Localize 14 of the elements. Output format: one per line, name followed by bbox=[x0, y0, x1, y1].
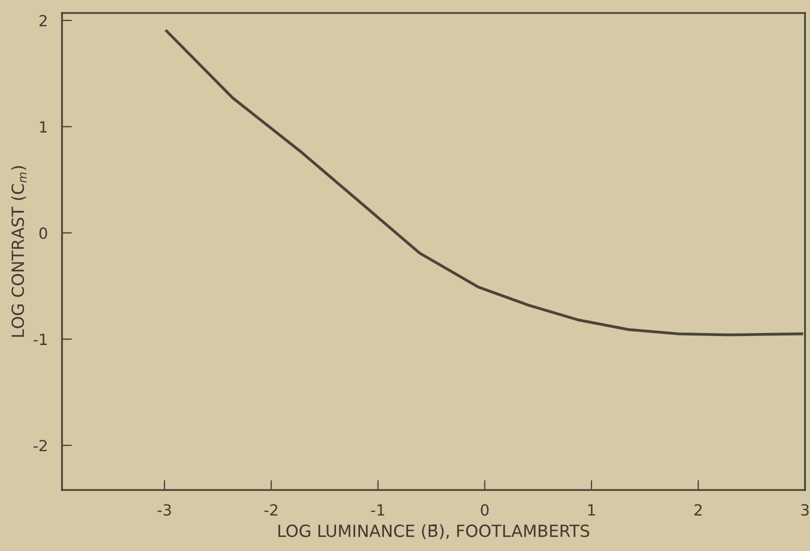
x-tick-label: -2 bbox=[264, 504, 278, 516]
y-tick-label: 2 bbox=[40, 14, 47, 26]
x-axis-title: LOG LUMINANCE (B̄), FOOTLAMBERTS bbox=[278, 524, 590, 540]
x-tick-label: -1 bbox=[371, 504, 384, 516]
x-tick-label: 3 bbox=[801, 504, 809, 516]
x-tick-label: -3 bbox=[158, 504, 171, 516]
y-axis-title: LOG CONTRAST (C$_{m}$) bbox=[11, 166, 27, 337]
x-tick-label: 2 bbox=[694, 504, 702, 516]
y-tick-label: 1 bbox=[40, 121, 47, 132]
y-tick-label: -1 bbox=[34, 334, 47, 345]
y-tick-label: 0 bbox=[39, 227, 48, 239]
x-tick-label: 1 bbox=[588, 504, 595, 516]
x-tick-label: 0 bbox=[480, 504, 489, 516]
y-tick-label: -2 bbox=[34, 440, 47, 452]
